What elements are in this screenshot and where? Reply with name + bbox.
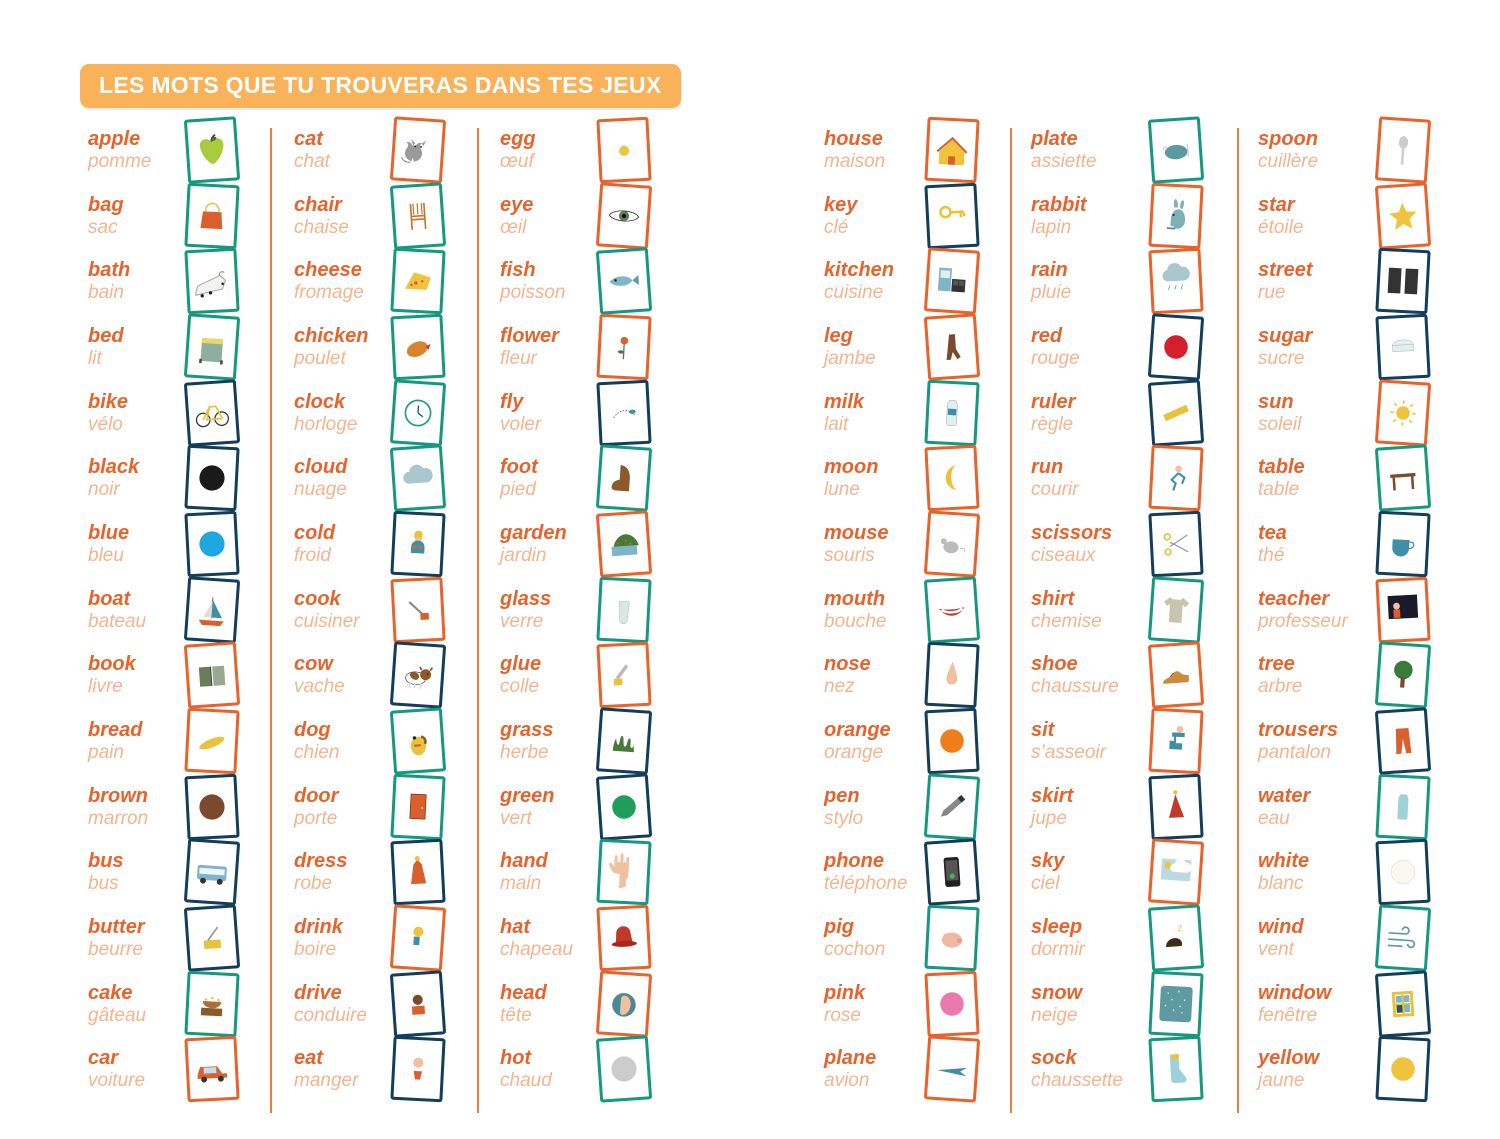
svg-text:Z: Z: [1177, 923, 1183, 933]
